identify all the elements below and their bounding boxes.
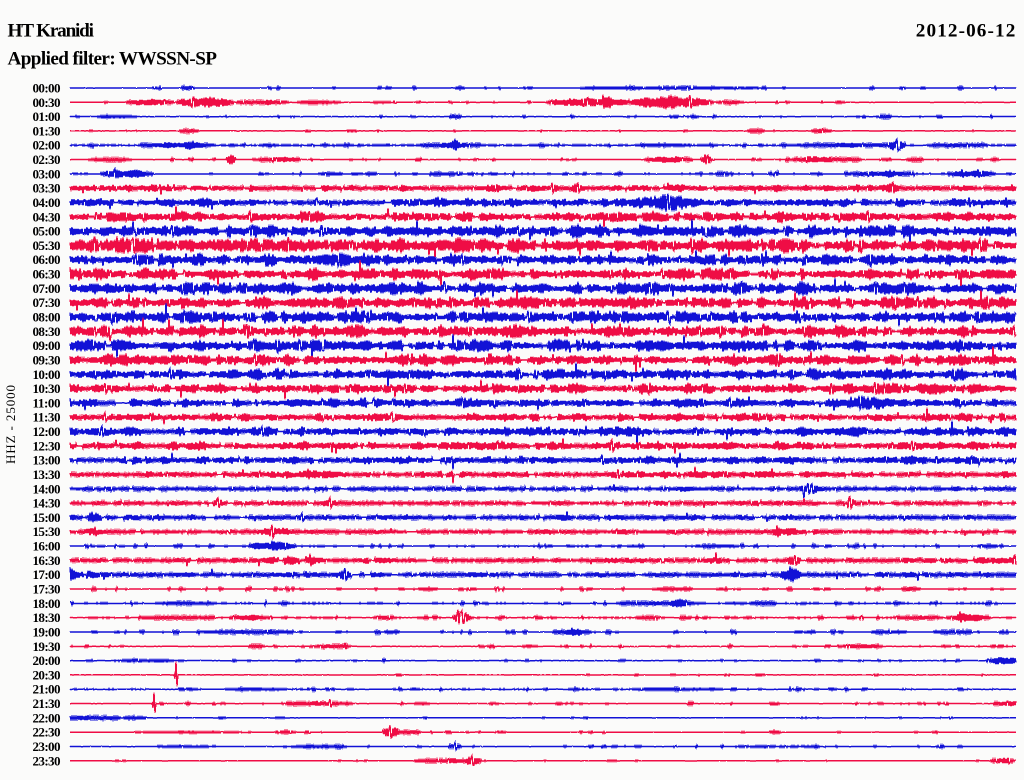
svg-text:13:30: 13:30 <box>33 467 61 482</box>
svg-text:11:30: 11:30 <box>33 410 61 425</box>
svg-text:09:00: 09:00 <box>33 338 61 353</box>
svg-text:HT Kranidi: HT Kranidi <box>8 21 95 42</box>
svg-text:21:30: 21:30 <box>33 696 61 711</box>
svg-text:19:30: 19:30 <box>33 639 61 654</box>
svg-text:23:30: 23:30 <box>33 753 61 768</box>
svg-text:19:00: 19:00 <box>33 625 61 640</box>
svg-text:06:00: 06:00 <box>33 252 61 267</box>
svg-text:16:00: 16:00 <box>33 539 61 554</box>
svg-text:13:00: 13:00 <box>33 453 61 468</box>
svg-text:15:30: 15:30 <box>33 524 61 539</box>
svg-text:02:30: 02:30 <box>33 152 61 167</box>
svg-text:11:00: 11:00 <box>33 395 61 410</box>
svg-text:12:00: 12:00 <box>33 424 61 439</box>
svg-text:HHZ - 25000: HHZ - 25000 <box>3 385 18 464</box>
svg-text:07:00: 07:00 <box>33 281 61 296</box>
svg-text:14:00: 14:00 <box>33 481 61 496</box>
svg-text:03:00: 03:00 <box>33 166 61 181</box>
svg-text:10:30: 10:30 <box>33 381 61 396</box>
svg-text:05:30: 05:30 <box>33 238 61 253</box>
svg-text:08:00: 08:00 <box>33 310 61 325</box>
svg-text:Applied filter: WWSSN-SP: Applied filter: WWSSN-SP <box>8 49 218 70</box>
svg-text:06:30: 06:30 <box>33 267 61 282</box>
svg-text:18:00: 18:00 <box>33 596 61 611</box>
svg-text:15:00: 15:00 <box>33 510 61 525</box>
svg-text:22:30: 22:30 <box>33 725 61 740</box>
svg-text:08:30: 08:30 <box>33 324 61 339</box>
svg-text:22:00: 22:00 <box>33 710 61 725</box>
svg-text:20:00: 20:00 <box>33 653 61 668</box>
svg-text:04:00: 04:00 <box>33 195 61 210</box>
svg-text:09:30: 09:30 <box>33 353 61 368</box>
svg-text:10:00: 10:00 <box>33 367 61 382</box>
svg-text:00:30: 00:30 <box>33 95 61 110</box>
svg-text:20:30: 20:30 <box>33 667 61 682</box>
svg-text:01:30: 01:30 <box>33 123 61 138</box>
svg-text:05:00: 05:00 <box>33 224 61 239</box>
svg-text:21:00: 21:00 <box>33 682 61 697</box>
svg-text:12:30: 12:30 <box>33 438 61 453</box>
svg-text:01:00: 01:00 <box>33 109 61 124</box>
svg-text:00:00: 00:00 <box>33 81 61 96</box>
svg-text:17:30: 17:30 <box>33 582 61 597</box>
svg-text:17:00: 17:00 <box>33 567 61 582</box>
svg-text:18:30: 18:30 <box>33 610 61 625</box>
svg-text:04:30: 04:30 <box>33 209 61 224</box>
svg-text:23:00: 23:00 <box>33 739 61 754</box>
svg-text:03:30: 03:30 <box>33 181 61 196</box>
svg-text:2012-06-12: 2012-06-12 <box>916 21 1016 42</box>
svg-text:16:30: 16:30 <box>33 553 61 568</box>
svg-text:14:30: 14:30 <box>33 496 61 511</box>
svg-text:02:00: 02:00 <box>33 138 61 153</box>
svg-text:07:30: 07:30 <box>33 295 61 310</box>
